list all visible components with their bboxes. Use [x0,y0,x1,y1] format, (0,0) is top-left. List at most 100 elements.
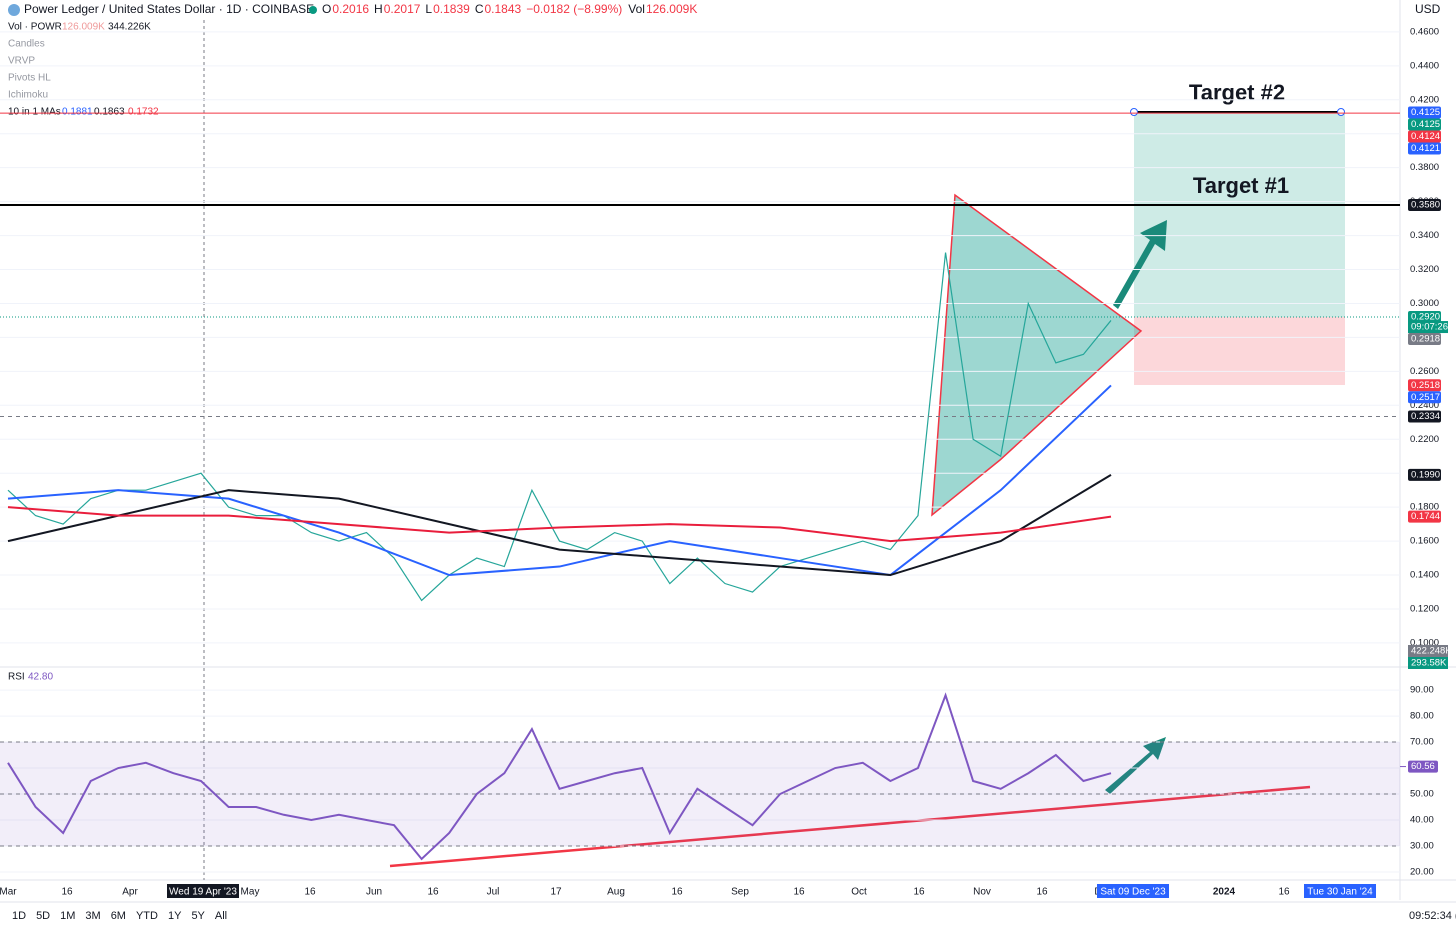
change: −0.0182 (−8.99%) [526,2,622,16]
y-tick-label: 30.00 [1410,840,1434,851]
target-zone [1134,112,1345,317]
rsi-badge [1408,760,1438,773]
ohlc-key: O [322,2,331,16]
y-tick-label: 0.4600 [1410,26,1439,37]
x-tick-label: Oct [851,887,867,898]
x-tick-label: 16 [304,887,316,898]
range-button[interactable]: 6M [111,910,126,922]
volume-badge-label: 422.248K [1411,646,1452,657]
symbol-icon [8,4,20,16]
range-button[interactable]: 1D [12,910,26,922]
price-badge-label: 0.4125 [1411,119,1440,130]
y-tick-label: 40.00 [1410,815,1434,826]
y-tick-label: 0.2400 [1410,400,1439,411]
y-tick-label: 0.3800 [1410,162,1439,173]
ohlc-value: 0.1843 [484,2,521,16]
series-line [7,384,1112,577]
legend-value: 126.009K [62,22,105,33]
price-badge-label: 0.2920 [1411,312,1440,323]
price-badge [1408,333,1441,346]
price-badge [1408,130,1441,143]
volume-badge [1408,645,1448,657]
x-tick-label: 16 [1278,887,1290,898]
series-line [7,692,1112,861]
y-tick-label: 80.00 [1410,711,1434,722]
handle [1337,108,1345,116]
x-tick-label: May [241,887,260,898]
price-badge-label: 0.1744 [1411,511,1440,522]
indicator[interactable]: VRVP [8,56,35,67]
x-tick-label: Jul [487,887,500,898]
price-badge-label: 0.2334 [1411,411,1440,422]
range-button[interactable]: 3M [85,910,100,922]
y-tick-label: 50.00 [1410,789,1434,800]
x-tick-label: Apr [122,887,138,898]
price-badge-label: 0.3580 [1411,200,1440,211]
series-line [7,506,1112,543]
annotation: Target #1 [1193,173,1289,198]
price-badge-label: 0.2517 [1411,392,1440,403]
rsi-up-arrow [1105,737,1166,794]
x-tick-label: 16 [427,887,439,898]
legend-value: 42.80 [28,672,53,683]
ohlc-value: 0.2017 [384,2,421,16]
legend-value: 0.1732 [128,107,159,118]
x-tick-label: Sat 09 Dec '23 [1100,887,1166,898]
x-tick-label: Aug [607,887,625,898]
currency[interactable]: USD [1415,2,1441,16]
range-button[interactable]: 5D [36,910,50,922]
y-tick-label: 0.2200 [1410,434,1439,445]
y-tick-label: 0.1200 [1410,604,1439,615]
legend-value: 0.1863 [94,107,125,118]
range-button[interactable]: 5Y [191,910,205,922]
indicator[interactable]: Ichimoku [8,90,48,101]
rsi-trendline [389,785,1311,868]
y-tick-label: 0.1000 [1410,637,1439,648]
triangle-pattern [931,193,1143,517]
volume-badge [1408,657,1448,669]
price-badge [1408,379,1441,392]
price-badge-label: 0.2518 [1411,380,1440,391]
price-badge [1408,106,1441,119]
y-tick-label: 0.1600 [1410,536,1439,547]
y-tick-label: 0.1400 [1410,570,1439,581]
legend-name: RSI [8,672,25,683]
range-button[interactable]: All [215,910,227,922]
header: Power Ledger / United States Dollar · 1D… [8,2,1441,16]
rsi-badge-label: 60.56 [1411,761,1435,772]
x-tick-label: 16 [793,887,805,898]
y-tick-label: 0.1800 [1410,502,1439,513]
legend-name: 10 in 1 MAs [8,107,61,118]
y-tick-label: 0.3400 [1410,230,1439,241]
price-badge-label: 0.4124 [1411,131,1440,142]
price-badge [1408,410,1441,423]
ohlc-value: 0.2016 [332,2,369,16]
range-button[interactable]: 1M [60,910,75,922]
time-highlight [1097,884,1169,898]
indicator[interactable]: Candles [8,39,45,50]
x-tick-label: Tue 30 Jan '24 [1307,887,1373,898]
legend-name: Vol · POWR [8,22,62,33]
y-tick-label: 70.00 [1410,737,1434,748]
range-button[interactable]: 1Y [168,910,182,922]
countdown: 09:07:26 [1411,322,1448,333]
y-tick-label: 20.00 [1410,866,1434,877]
y-tick-label: 0.4200 [1410,94,1439,105]
range-button[interactable]: YTD [136,910,158,922]
y-tick-label: 0.4400 [1410,60,1439,71]
x-tick-label: Mar [0,887,17,898]
stop-zone [1134,317,1345,385]
indicator[interactable]: Pivots HL [8,73,51,84]
price-badge [1408,199,1441,212]
x-tick-label: Wed 19 Apr '23 [169,887,237,898]
y-tick-label: 0.2600 [1410,366,1439,377]
annotation: Target #2 [1189,80,1285,105]
price-badge-label: 0.4121 [1411,143,1440,154]
price-badge [1408,468,1441,481]
symbol: Power Ledger / United States Dollar · 1D… [24,2,314,16]
ohlc-key: C [475,2,484,16]
handle [1130,108,1138,116]
vol-key: Vol [628,2,645,16]
